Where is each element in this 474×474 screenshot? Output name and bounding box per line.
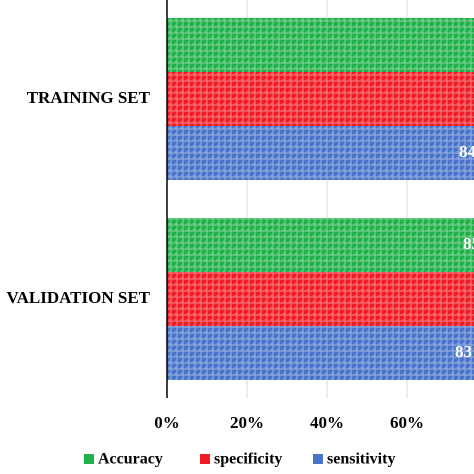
category-label: TRAINING SET [27,88,151,107]
legend-swatch [313,454,323,464]
legend-swatch [84,454,94,464]
x-tick-label: 0% [154,413,180,432]
value-label: 84% [459,142,474,161]
bar-texture [167,218,474,272]
bar-texture [167,18,474,72]
legend-label: specificity [214,451,282,468]
value-label: 83% [455,342,474,361]
bar-texture [167,272,474,326]
labels: 0%20%40%60%TRAINING SET88%92%84%VALIDATI… [7,88,474,432]
x-tick-label: 40% [310,413,344,432]
x-tick-label: 60% [390,413,424,432]
legend-label: Accuracy [98,451,163,468]
bar-texture [167,72,474,126]
bars [167,18,474,380]
x-tick-label: 20% [230,413,264,432]
legend-label: sensitivity [327,451,395,468]
bar-texture [167,126,474,180]
category-label: VALIDATION SET [7,288,151,307]
value-label: 85% [463,234,474,253]
bar-texture [167,326,474,380]
legend-swatch [200,454,210,464]
